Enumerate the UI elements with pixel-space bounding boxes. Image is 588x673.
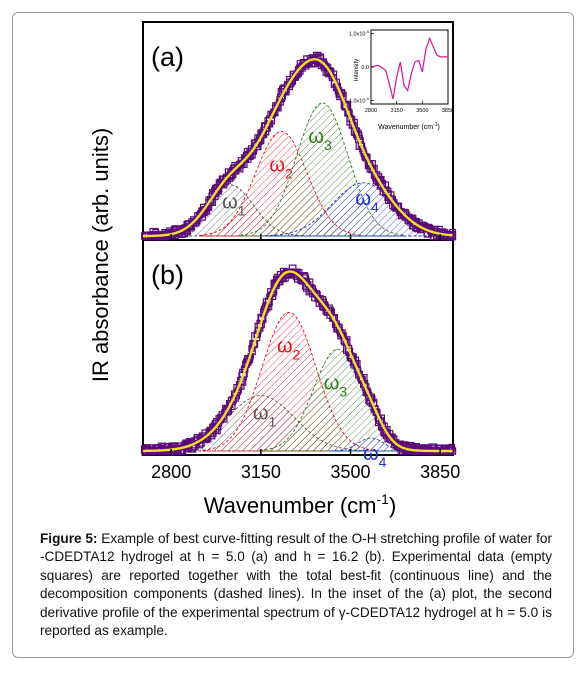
- x-tick-label: 2800: [151, 462, 191, 482]
- inset-x-label-close: ): [438, 124, 440, 131]
- panel-b-label: (b): [151, 260, 184, 290]
- caption-text: Example of best curve-fitting result of …: [40, 531, 553, 639]
- component-label-sub: 2: [293, 346, 301, 362]
- component-label-main: ω: [324, 372, 340, 394]
- x-axis: 2800 3150 3500 3850: [151, 234, 460, 482]
- panel-a-label: (a): [151, 42, 184, 72]
- inset-frame: [370, 29, 449, 105]
- component-label-a-4: ω4: [355, 188, 379, 215]
- caption-label: Figure 5:: [40, 531, 98, 546]
- component-label-sub: 4: [371, 199, 379, 215]
- x-axis-label-sup: -1: [377, 491, 390, 507]
- inset-x-tick-label: 3850: [442, 108, 454, 114]
- component-label-sub: 3: [324, 137, 332, 153]
- panel-b-frame: [142, 239, 454, 456]
- total-fit-line-a: [143, 58, 453, 238]
- data-point: [446, 231, 456, 241]
- inset-y-tick-label: 1.0x10-5: [349, 29, 370, 38]
- component-label-sub: 2: [285, 166, 293, 182]
- inset-y-tick-label: -1.0x10-5: [347, 96, 370, 105]
- y-axis-label: IR absorbance (arb. units): [88, 128, 113, 382]
- inset-second-derivative-line: [370, 36, 448, 100]
- x-axis-label-close: ): [389, 493, 396, 518]
- inset-chart: Intensity Wavenumber (cm-1) 1.0x10-5 0.0 -…: [347, 29, 454, 131]
- figure-frame: [12, 12, 574, 658]
- x-tick-label: 3500: [330, 462, 370, 482]
- component-label-main: ω: [363, 443, 379, 465]
- inset-y-label: Intensity: [354, 59, 360, 81]
- inset-x-tick-label: 3150: [391, 108, 403, 114]
- component-label-b-3: ω3: [324, 372, 348, 399]
- inset-x-label: Wavenumber (cm-1): [378, 122, 440, 131]
- inset-x-tick-label: 2800: [365, 108, 377, 114]
- inset-x-label-sup: -1: [433, 122, 438, 128]
- figure-caption: Figure 5: Example of best curve-fitting …: [40, 530, 552, 640]
- component-label-b-2: ω2: [277, 335, 301, 362]
- panel-b: ω1ω2ω3ω4: [140, 264, 457, 470]
- total-fit-line-b: [143, 270, 453, 453]
- component-label-a-2: ω2: [269, 155, 293, 182]
- x-tick-label: 3150: [241, 462, 281, 482]
- component-label-main: ω: [222, 192, 238, 214]
- component-label-main: ω: [277, 335, 293, 357]
- x-tick-label: 3850: [420, 462, 460, 482]
- component-label-sub: 3: [339, 383, 347, 399]
- panel-a: ω1ω2ω3ω4: [141, 51, 457, 241]
- component-label-a-3: ω3: [308, 126, 332, 153]
- inset-y-tick-label: 0.0: [361, 65, 369, 71]
- x-axis-label: Wavenumber (cm-1): [204, 491, 397, 518]
- inset-x-tick-label: 3500: [416, 108, 428, 114]
- component-label-sub: 4: [379, 454, 387, 470]
- component-label-main: ω: [269, 155, 285, 177]
- component-label-main: ω: [355, 188, 371, 210]
- component-label-main: ω: [308, 126, 324, 148]
- component-label-b-4: ω4: [363, 443, 387, 470]
- component-a-4: [264, 182, 454, 237]
